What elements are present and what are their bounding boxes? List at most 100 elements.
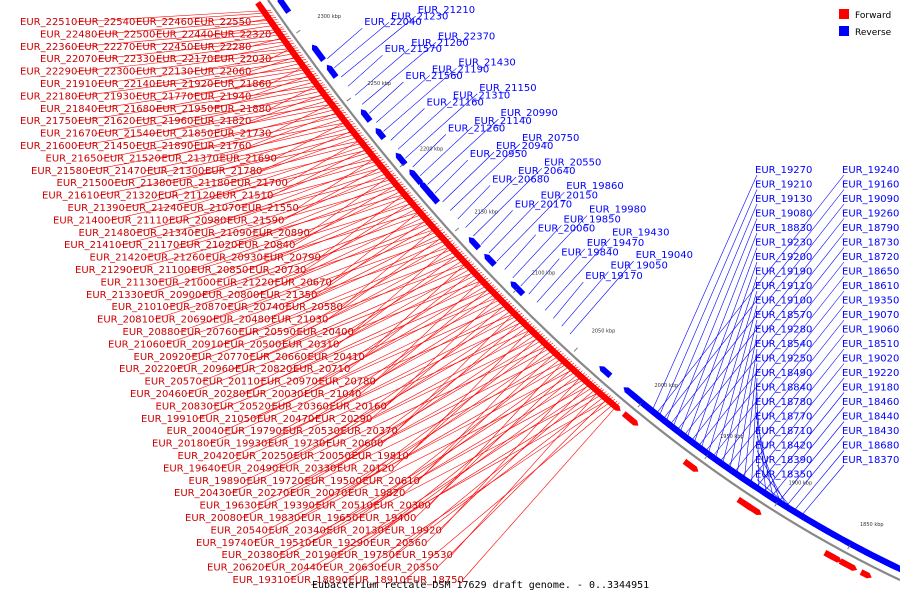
forward-leader-line (191, 52, 302, 72)
reverse-gene-label: EUR_18440 (842, 412, 899, 423)
forward-leader-line (385, 292, 503, 407)
forward-gene-label: EUR_20760 (181, 327, 238, 338)
forward-leader-line (261, 188, 408, 258)
reverse-gene-label: EUR_18510 (842, 339, 899, 350)
reverse-leader-line (327, 27, 363, 59)
reverse-gene-label: EUR_18790 (842, 223, 899, 234)
forward-gene-label: EUR_18750 (407, 575, 464, 586)
reverse-leader-line (740, 348, 845, 479)
forward-gene-label: EUR_22540 (78, 17, 135, 28)
reverse-gene-label: EUR_20640 (518, 166, 575, 177)
genome-title: Eubacterium rectale DSM 17629 draft geno… (312, 580, 649, 591)
forward-leader-line (75, 47, 298, 72)
forward-gene-label: EUR_21450 (78, 141, 135, 152)
reverse-gene-label: EUR_21150 (479, 83, 536, 94)
forward-leader-line (159, 114, 348, 159)
forward-gene-label: EUR_20130 (327, 525, 384, 536)
forward-gene-label: EUR_21650 (46, 153, 103, 164)
reverse-gene-label: EUR_19210 (755, 180, 812, 191)
forward-gene-label: EUR_20590 (239, 327, 296, 338)
forward-gene-label: EUR_20500 (224, 339, 281, 350)
forward-leader-line (396, 308, 519, 432)
reverse-gene-label: EUR_19070 (842, 310, 899, 321)
forward-leader-line (302, 337, 547, 482)
reverse-gene-label: EUR_19060 (842, 325, 899, 336)
scale-tick-label: 1850 kbp (860, 522, 884, 528)
reverse-leader-line (696, 261, 845, 449)
reverse-leader-line (368, 81, 404, 114)
forward-leader-line (133, 105, 341, 147)
forward-gene-label: EUR_21690 (220, 153, 277, 164)
forward-leader-line (304, 199, 417, 271)
forward-gene-label: EUR_21420 (90, 253, 147, 264)
reverse-gene-label: EUR_20950 (470, 149, 527, 160)
reverse-gene-label: EUR_20680 (492, 174, 549, 185)
forward-leader-line (210, 229, 444, 320)
forward-gene-label: EUR_20840 (238, 240, 295, 251)
forward-leader-line (141, 209, 427, 296)
forward-gene-label: EUR_21910 (40, 79, 97, 90)
forward-gene-label: EUR_22460 (136, 17, 193, 28)
forward-leader-line (75, 28, 285, 48)
forward-leader-line (191, 70, 315, 97)
forward-leader-line (178, 235, 449, 333)
forward-leader-line (75, 66, 312, 97)
reverse-leader-line (675, 218, 845, 433)
forward-feature-arrow (682, 458, 699, 472)
forward-leader-line (192, 168, 391, 234)
reverse-leader-line (480, 210, 513, 245)
reverse-gene-label: EUR_19860 (566, 181, 623, 192)
forward-gene-label: EUR_18910 (349, 575, 406, 586)
forward-leader-line (315, 216, 432, 296)
forward-leader-line (293, 181, 402, 246)
forward-gene-label: EUR_20250 (236, 451, 293, 462)
reverse-leader-line (725, 319, 845, 469)
forward-gene-label: EUR_21000 (159, 277, 216, 288)
reverse-gene-label: EUR_19190 (755, 267, 812, 278)
reverse-leader-line (732, 334, 845, 474)
forward-leader-line (308, 172, 395, 234)
forward-gene-label: EUR_21890 (136, 141, 193, 152)
reverse-leader-line (682, 232, 845, 438)
reverse-leader-line (729, 334, 758, 472)
reverse-feature-arrow (360, 109, 373, 123)
reverse-gene-label: EUR_19020 (842, 354, 899, 365)
forward-gene-label: EUR_20970 (261, 377, 318, 388)
forward-gene-label: EUR_20580 (286, 302, 343, 313)
reverse-leader-line (419, 126, 473, 177)
forward-gene-label: EUR_19830 (243, 513, 300, 524)
reverse-leader-line (536, 248, 586, 303)
forward-leader-line (363, 259, 471, 358)
forward-leader-line (211, 286, 497, 407)
forward-gene-label: EUR_20570 (145, 377, 202, 388)
reverse-gene-label: EUR_19080 (755, 209, 812, 220)
forward-leader-line (249, 109, 345, 147)
reverse-gene-label: EUR_20060 (538, 224, 595, 235)
reverse-gene-label: EUR_19110 (755, 281, 812, 292)
reverse-gene-label: EUR_21230 (391, 11, 448, 22)
forward-leader-line (297, 154, 380, 209)
forward-gene-label: EUR_20870 (170, 302, 227, 313)
reverse-leader-line (762, 392, 845, 494)
forward-gene-label: EUR_22440 (156, 29, 213, 40)
forward-leader-line (156, 201, 419, 283)
reverse-gene-label: EUR_19160 (842, 180, 899, 191)
genome-backbone-arc (267, 0, 900, 581)
reverse-gene-label: EUR_19260 (842, 209, 899, 220)
forward-gene-label: EUR_20790 (264, 253, 321, 264)
reverse-gene-label: EUR_20990 (501, 108, 558, 119)
forward-gene-label: EUR_19910 (141, 414, 198, 425)
forward-gene-label: EUR_21840 (40, 104, 97, 115)
forward-gene-label: EUR_22070 (40, 54, 97, 65)
reverse-gene-label: EUR_19100 (755, 296, 812, 307)
reverse-leader-line (553, 281, 584, 319)
forward-gene-label: EUR_21290 (75, 265, 132, 276)
scale-tick (346, 97, 352, 102)
forward-leader-line (167, 218, 434, 308)
reverse-gene-label: EUR_19850 (564, 214, 621, 225)
forward-gene-label: EUR_20690 (155, 315, 212, 326)
forward-gene-label: EUR_20300 (374, 501, 431, 512)
forward-leader-line (255, 350, 562, 506)
forward-leader-line (123, 148, 375, 209)
forward-gene-label: EUR_21600 (20, 141, 77, 152)
